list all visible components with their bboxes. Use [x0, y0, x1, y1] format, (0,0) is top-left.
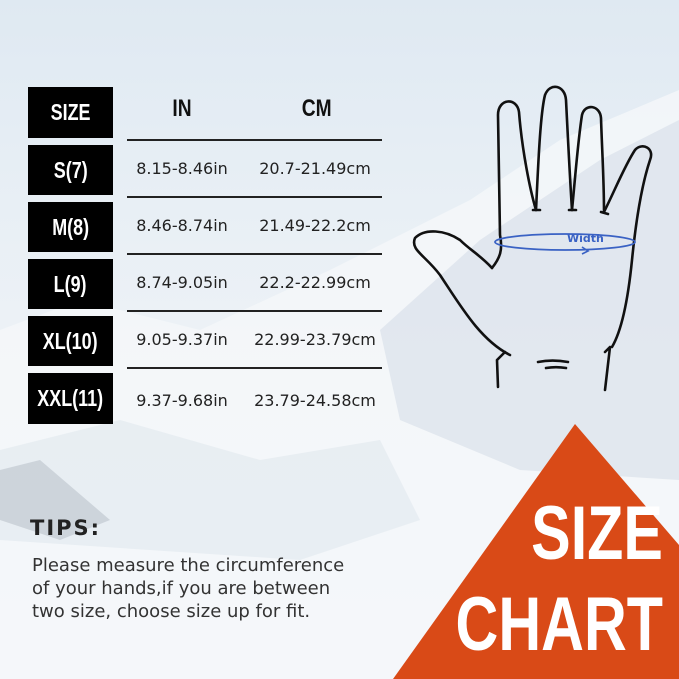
divider: [127, 367, 382, 369]
cell-in: 9.37-9.68in: [136, 391, 228, 410]
cell-cm: 21.49-22.2cm: [259, 216, 371, 235]
tips-body: Please measure the circumference of your…: [32, 554, 402, 623]
badge-line1: SIZE: [531, 491, 663, 576]
width-arrow-icon: [581, 246, 590, 255]
size-label-xl: XL(10): [28, 316, 113, 366]
badge-chart-text: CHART: [397, 587, 663, 663]
divider: [127, 139, 382, 141]
size-text: XXL(11): [37, 385, 104, 411]
header-in-text: IN: [172, 95, 192, 122]
size-label-l: L(9): [28, 259, 113, 309]
cell-cm: 23.79-24.58cm: [254, 391, 376, 410]
cell-cm: 22.99-23.79cm: [254, 330, 376, 349]
size-text: L(9): [54, 270, 87, 297]
cell-in: 8.15-8.46in: [136, 159, 228, 178]
badge-line2: CHART: [455, 582, 663, 667]
divider: [127, 196, 382, 198]
divider: [127, 310, 382, 312]
cell-in: 9.05-9.37in: [136, 330, 228, 349]
header-size-text: SIZE: [50, 99, 91, 125]
size-text: XL(10): [43, 327, 98, 354]
tips-line: two size, choose size up for fit.: [32, 601, 311, 622]
size-label-m: M(8): [28, 202, 113, 252]
divider: [127, 253, 382, 255]
cell-in: 8.46-8.74in: [136, 216, 228, 235]
hand-outline-icon: [412, 85, 653, 392]
badge-size-text: SIZE: [494, 496, 663, 572]
header-cm: CM: [298, 95, 335, 123]
width-measure-loop: [494, 233, 636, 251]
size-label-s: S(7): [28, 145, 113, 195]
orange-triangle: [393, 424, 679, 679]
cell-in: 8.74-9.05in: [136, 273, 228, 292]
tips-line: of your hands,if you are between: [32, 578, 331, 599]
size-label-xxl: XXL(11): [28, 373, 113, 424]
header-cm-text: CM: [301, 95, 332, 122]
size-text: M(8): [52, 213, 89, 240]
cell-cm: 22.2-22.99cm: [259, 273, 371, 292]
tips-line: Please measure the circumference: [32, 555, 345, 576]
tips-title: TIPS:: [30, 516, 102, 540]
header-in: IN: [170, 95, 194, 123]
size-text: S(7): [53, 156, 88, 183]
width-label: Width: [567, 232, 604, 245]
header-size: SIZE: [28, 87, 113, 138]
cell-cm: 20.7-21.49cm: [259, 159, 371, 178]
